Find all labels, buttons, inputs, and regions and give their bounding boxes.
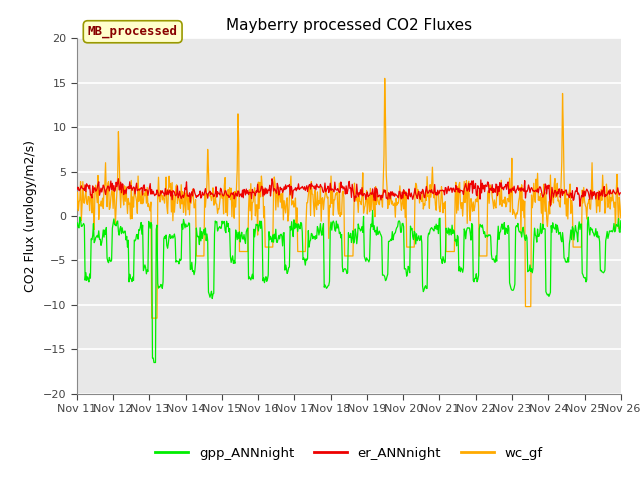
Legend: gpp_ANNnight, er_ANNnight, wc_gf: gpp_ANNnight, er_ANNnight, wc_gf: [150, 442, 548, 465]
Title: Mayberry processed CO2 Fluxes: Mayberry processed CO2 Fluxes: [226, 18, 472, 33]
Text: MB_processed: MB_processed: [88, 25, 178, 38]
Y-axis label: CO2 Flux (urology/m2/s): CO2 Flux (urology/m2/s): [24, 140, 37, 292]
